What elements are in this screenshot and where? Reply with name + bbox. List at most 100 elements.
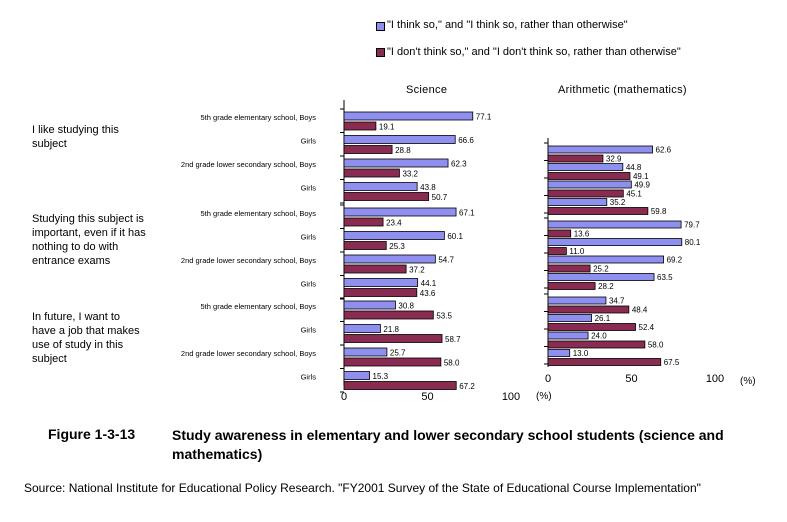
row-label: 5th grade elementary school, Boys bbox=[201, 302, 317, 311]
science-data-label: 54.7 bbox=[438, 256, 454, 265]
science-data-label: 77.1 bbox=[476, 113, 492, 122]
science-bar-disagree bbox=[343, 217, 384, 227]
science-bar-disagree bbox=[343, 381, 457, 390]
group-label-like-studying: I like studying this subject bbox=[32, 124, 119, 150]
science-data-label: 67.2 bbox=[459, 382, 475, 391]
math-bar-agree bbox=[547, 296, 607, 305]
math-bar-agree bbox=[547, 255, 664, 264]
math-data-label: 45.1 bbox=[626, 190, 642, 199]
math-bar-agree bbox=[547, 273, 655, 281]
math-bar-disagree bbox=[547, 358, 662, 366]
science-data-label: 58.7 bbox=[445, 335, 461, 344]
math-bar-agree bbox=[547, 198, 608, 206]
math-bar-agree bbox=[547, 220, 682, 229]
group-label-important: Studying this subject is important, even… bbox=[32, 213, 146, 267]
science-data-label: 25.3 bbox=[389, 242, 405, 251]
science-bar-agree bbox=[343, 278, 419, 287]
row-label: Girls bbox=[301, 233, 317, 242]
science-unit-label: (%) bbox=[536, 391, 552, 402]
math-data-label: 34.7 bbox=[609, 297, 625, 306]
science-data-label: 58.0 bbox=[444, 359, 460, 368]
math-data-label: 44.8 bbox=[626, 163, 642, 172]
row-label: 2nd grade lower secondary school, Boys bbox=[181, 349, 316, 358]
math-bar-disagree bbox=[547, 229, 572, 238]
math-data-label: 52.4 bbox=[639, 323, 655, 332]
figure-number: Figure 1-3-13 bbox=[48, 426, 136, 442]
math-data-label: 32.9 bbox=[606, 155, 622, 164]
science-tick-label: 50 bbox=[421, 391, 433, 403]
science-bar-agree bbox=[343, 324, 381, 333]
science-tick-label: 100 bbox=[502, 391, 520, 403]
science-data-label: 21.8 bbox=[383, 325, 399, 334]
row-label: Girls bbox=[301, 137, 317, 146]
science-bar-agree bbox=[343, 111, 474, 121]
science-data-label: 44.1 bbox=[421, 279, 437, 288]
math-bar-agree bbox=[547, 349, 571, 357]
math-data-label: 59.8 bbox=[651, 207, 667, 216]
science-data-label: 43.8 bbox=[420, 183, 436, 192]
science-tick-label: 0 bbox=[341, 391, 347, 403]
row-label: 5th grade elementary school, Boys bbox=[201, 209, 317, 218]
science-data-label: 30.8 bbox=[398, 302, 414, 311]
math-bar-agree bbox=[547, 145, 653, 154]
math-bar-disagree bbox=[547, 282, 596, 290]
legend-label-agree: "I think so," and "I think so, rather th… bbox=[387, 19, 628, 31]
math-bar-disagree bbox=[547, 207, 649, 215]
math-data-label: 11.0 bbox=[569, 247, 585, 256]
science-data-label: 67.1 bbox=[459, 209, 475, 218]
row-label: Girls bbox=[301, 280, 317, 289]
math-data-label: 58.0 bbox=[648, 341, 664, 350]
science-bar-disagree bbox=[343, 334, 443, 343]
science-bar-agree bbox=[343, 347, 388, 357]
math-bar-disagree bbox=[547, 154, 604, 163]
science-bar-disagree bbox=[343, 121, 377, 131]
figure-caption: Study awareness in elementary and lower … bbox=[172, 427, 724, 462]
science-data-label: 50.7 bbox=[432, 193, 448, 202]
science-bar-agree bbox=[343, 231, 445, 240]
math-data-label: 35.2 bbox=[610, 198, 626, 207]
science-bar-disagree bbox=[343, 192, 430, 201]
science-bar-agree bbox=[343, 182, 418, 191]
group-label-future-job: In future, I want to have a job that mak… bbox=[32, 311, 140, 365]
science-bar-agree bbox=[343, 254, 436, 264]
math-bar-disagree bbox=[547, 247, 567, 255]
math-data-label: 26.1 bbox=[595, 314, 611, 323]
science-bar-disagree bbox=[343, 310, 434, 320]
science-data-label: 23.4 bbox=[386, 219, 402, 228]
math-bar-agree bbox=[547, 238, 683, 246]
row-label: 2nd grade lower secondary school, Boys bbox=[181, 160, 316, 169]
math-unit-label: (%) bbox=[740, 376, 756, 387]
science-data-label: 66.6 bbox=[458, 136, 474, 145]
science-bar-agree bbox=[343, 300, 396, 310]
math-data-label: 62.6 bbox=[656, 146, 672, 155]
math-bar-disagree bbox=[547, 340, 646, 349]
science-bar-agree bbox=[343, 135, 456, 144]
math-data-label: 13.0 bbox=[573, 349, 589, 358]
science-data-label: 28.8 bbox=[395, 146, 411, 155]
science-data-label: 43.6 bbox=[420, 289, 436, 298]
math-bar-agree bbox=[547, 180, 632, 189]
legend-label-disagree: "I don't think so," and "I don't think s… bbox=[387, 46, 681, 58]
science-bar-agree bbox=[343, 158, 449, 168]
math-data-label: 69.2 bbox=[667, 256, 683, 265]
math-data-label: 49.9 bbox=[634, 181, 650, 190]
science-data-label: 25.7 bbox=[390, 349, 406, 358]
science-bar-disagree bbox=[343, 168, 400, 178]
math-data-label: 28.2 bbox=[598, 282, 614, 291]
science-panel-title: Science bbox=[406, 84, 448, 96]
row-label: Girls bbox=[301, 184, 317, 193]
science-bar-disagree bbox=[343, 357, 442, 367]
math-tick-label: 0 bbox=[545, 373, 551, 385]
science-bar-disagree bbox=[343, 288, 418, 297]
math-data-label: 67.5 bbox=[664, 358, 680, 367]
science-bar-disagree bbox=[343, 145, 393, 154]
math-bar-disagree bbox=[547, 172, 631, 180]
math-bar-agree bbox=[547, 163, 624, 171]
science-data-label: 37.2 bbox=[409, 266, 425, 275]
math-data-label: 80.1 bbox=[685, 238, 701, 247]
math-data-label: 48.4 bbox=[632, 306, 648, 315]
legend-swatch-disagree bbox=[376, 48, 385, 57]
science-bar-agree bbox=[343, 371, 370, 380]
math-data-label: 49.1 bbox=[633, 172, 649, 181]
math-bar-disagree bbox=[547, 323, 636, 331]
